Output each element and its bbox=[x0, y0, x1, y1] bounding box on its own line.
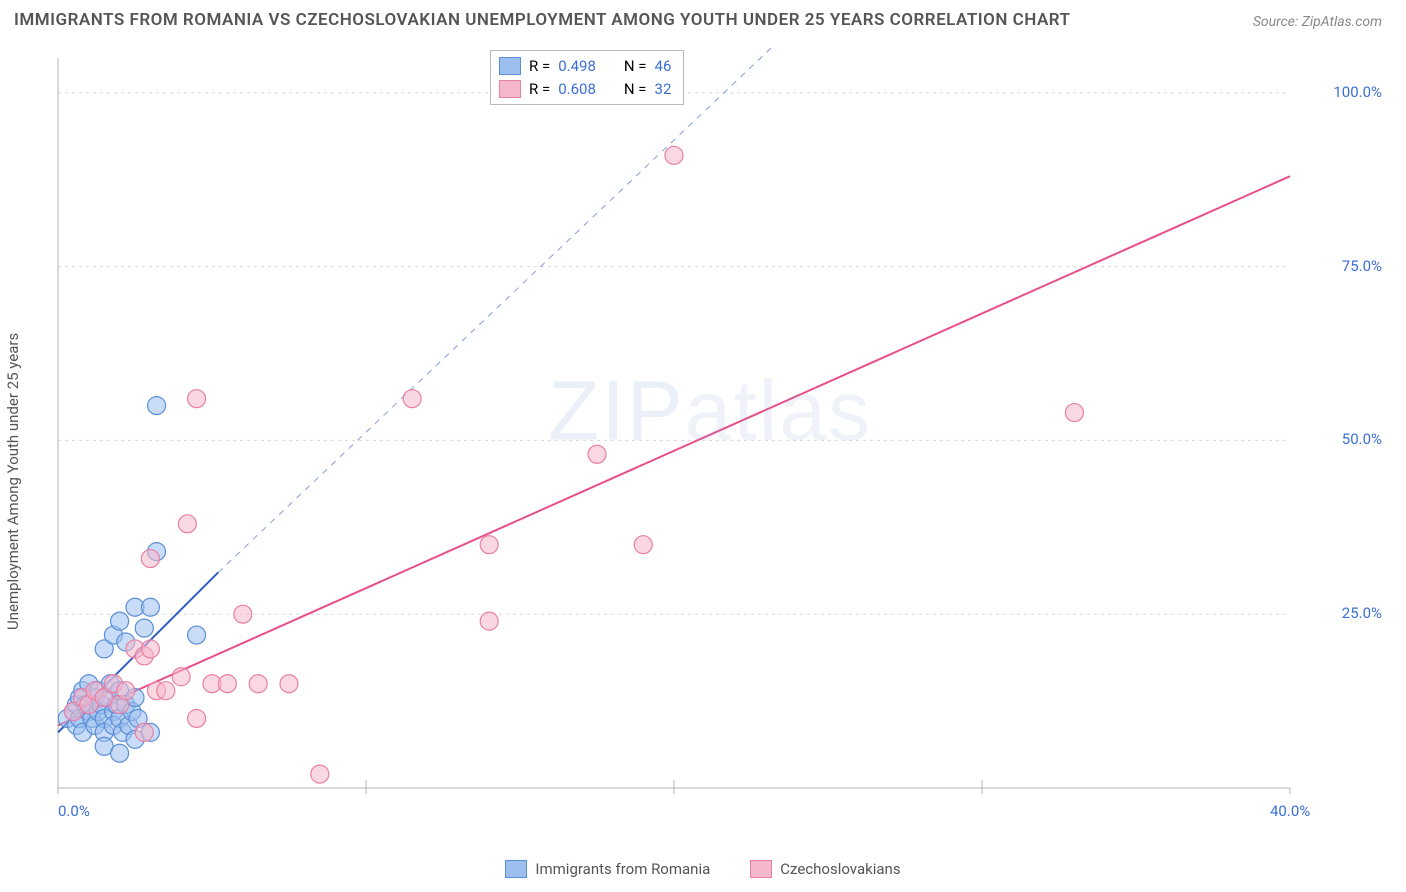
legend-item-series2: Czechoslovakians bbox=[750, 860, 900, 878]
x-tick-label: 0.0% bbox=[58, 802, 90, 820]
legend-r-value-1: 0.498 bbox=[558, 55, 596, 78]
legend-r-value-2: 0.608 bbox=[558, 78, 596, 101]
legend-swatch-bottom-2 bbox=[750, 860, 772, 878]
legend-swatch-bottom-1 bbox=[505, 860, 527, 878]
series-legend: Immigrants from Romania Czechoslovakians bbox=[0, 860, 1406, 878]
legend-n-prefix: N = bbox=[624, 78, 647, 101]
legend-swatch-series1 bbox=[499, 57, 521, 75]
y-tick-label: 50.0% bbox=[1342, 430, 1382, 448]
chart-area: ZIPatlas bbox=[50, 48, 1370, 838]
legend-label-2: Czechoslovakians bbox=[780, 860, 900, 878]
legend-n-prefix: N = bbox=[624, 55, 647, 78]
x-tick-label: 40.0% bbox=[1270, 802, 1310, 820]
legend-n-value-2: 32 bbox=[655, 78, 672, 101]
y-axis-label: Unemployment Among Youth under 25 years bbox=[4, 333, 22, 630]
source-attribution: Source: ZipAtlas.com bbox=[1253, 14, 1382, 30]
scatter-chart bbox=[50, 48, 1370, 838]
legend-swatch-series2 bbox=[499, 80, 521, 98]
legend-row-series1: R = 0.498 N = 46 bbox=[499, 55, 671, 78]
chart-title: IMMIGRANTS FROM ROMANIA VS CZECHOSLOVAKI… bbox=[14, 10, 1071, 30]
legend-item-series1: Immigrants from Romania bbox=[505, 860, 710, 878]
legend-r-prefix: R = bbox=[529, 78, 550, 101]
legend-r-prefix: R = bbox=[529, 55, 550, 78]
y-tick-label: 75.0% bbox=[1342, 257, 1382, 275]
legend-label-1: Immigrants from Romania bbox=[535, 860, 710, 878]
legend-n-value-1: 46 bbox=[655, 55, 672, 78]
correlation-legend: R = 0.498 N = 46 R = 0.608 N = 32 bbox=[490, 50, 684, 105]
y-tick-label: 25.0% bbox=[1342, 604, 1382, 622]
y-tick-label: 100.0% bbox=[1333, 83, 1382, 101]
legend-row-series2: R = 0.608 N = 32 bbox=[499, 78, 671, 101]
